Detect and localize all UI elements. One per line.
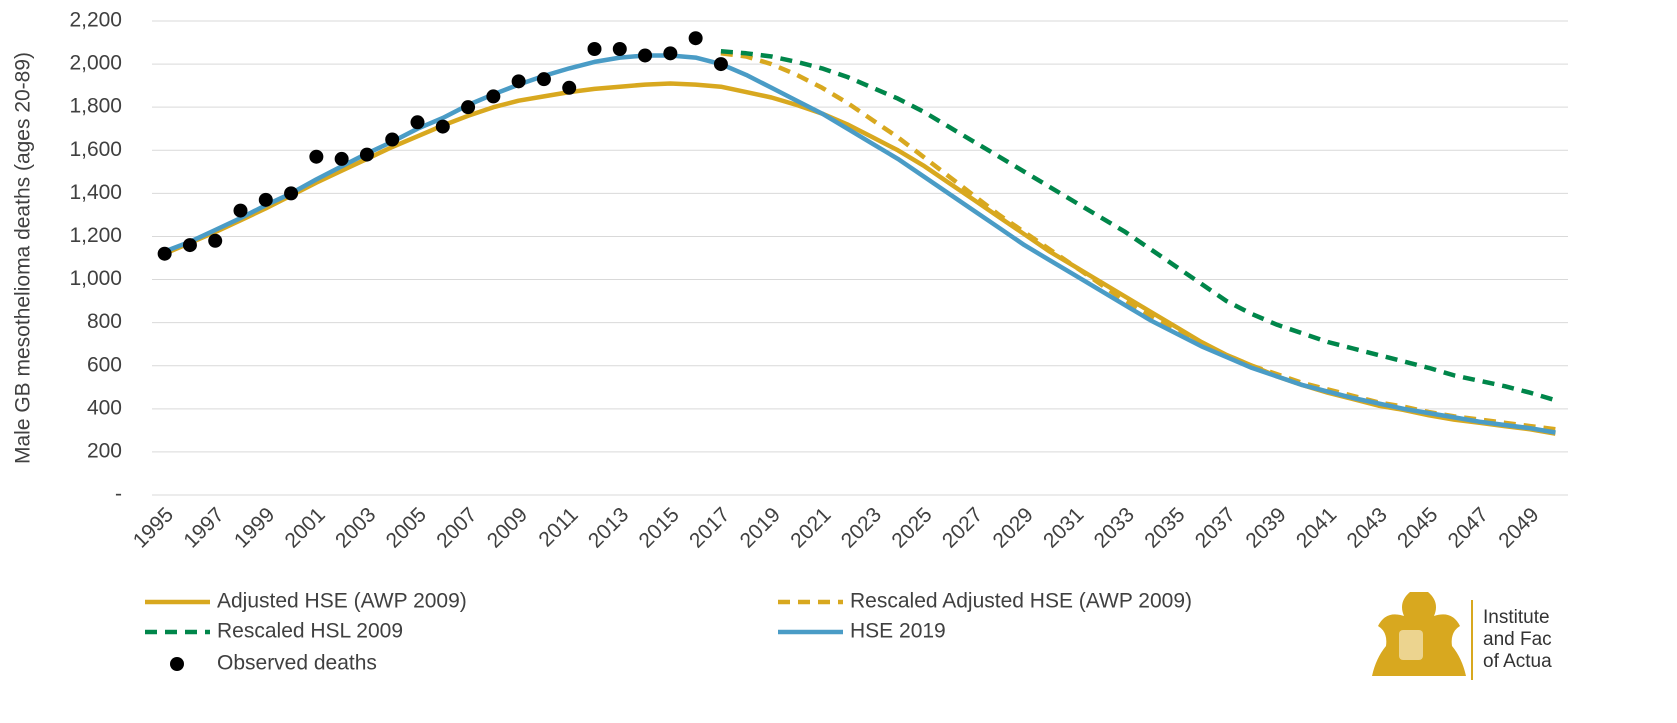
data-point xyxy=(536,72,551,87)
x-tick-label: 2007 xyxy=(432,503,481,552)
x-tick-label: 2043 xyxy=(1343,503,1392,552)
x-tick-label: 2039 xyxy=(1241,503,1290,552)
x-tick-label: 2001 xyxy=(281,503,330,552)
x-tick-label: 2045 xyxy=(1393,503,1442,552)
data-point xyxy=(334,151,349,166)
y-tick-label: 1,400 xyxy=(69,181,122,204)
data-point xyxy=(486,89,501,104)
data-point xyxy=(511,74,526,89)
x-tick-label: 1997 xyxy=(179,503,228,552)
data-point xyxy=(182,238,197,253)
x-tick-label: 2037 xyxy=(1191,503,1240,552)
data-point xyxy=(638,48,653,63)
x-tick-label: 2035 xyxy=(1140,503,1189,552)
series-line xyxy=(720,48,1557,403)
legend-swatch xyxy=(170,657,184,671)
x-tick-label: 1999 xyxy=(230,503,279,552)
y-tick-label: 2,200 xyxy=(69,9,122,32)
data-point xyxy=(612,42,627,57)
x-tick-label: 2021 xyxy=(786,503,835,552)
data-point xyxy=(359,147,374,162)
x-tick-label: 2033 xyxy=(1090,503,1139,552)
data-point xyxy=(157,246,172,261)
y-tick-label: 1,000 xyxy=(69,267,122,290)
x-tick-label: 1995 xyxy=(129,503,178,552)
data-point xyxy=(562,80,577,95)
data-point xyxy=(284,186,299,201)
data-point xyxy=(688,31,703,46)
y-tick-label: 400 xyxy=(87,396,122,419)
x-tick-label: 2015 xyxy=(635,503,684,552)
data-point xyxy=(208,233,223,248)
data-point xyxy=(461,100,476,115)
data-point xyxy=(713,57,728,72)
x-tick-label: 2009 xyxy=(483,503,532,552)
legend-label: Adjusted HSE (AWP 2009) xyxy=(217,590,467,613)
y-tick-label: 600 xyxy=(87,353,122,376)
x-tick-label: 2017 xyxy=(685,503,734,552)
legend-label: Rescaled HSL 2009 xyxy=(217,620,403,643)
y-tick-label: 1,600 xyxy=(69,138,122,161)
data-point xyxy=(587,42,602,57)
y-axis-label: Male GB mesothelioma deaths (ages 20-89) xyxy=(12,52,35,464)
logo-shield xyxy=(1399,630,1423,660)
x-tick-label: 2029 xyxy=(989,503,1038,552)
data-point xyxy=(663,46,678,61)
x-tick-label: 2047 xyxy=(1444,503,1493,552)
y-tick-label: 200 xyxy=(87,439,122,462)
x-tick-label: 2019 xyxy=(736,503,785,552)
x-tick-label: 2005 xyxy=(382,503,431,552)
logo-text: of Actua xyxy=(1483,651,1552,672)
logo-text: and Fac xyxy=(1483,629,1552,650)
x-tick-label: 2023 xyxy=(837,503,886,552)
x-tick-label: 2011 xyxy=(534,503,582,551)
x-tick-label: 2025 xyxy=(887,503,936,552)
x-tick-label: 2013 xyxy=(584,503,633,552)
data-point xyxy=(309,149,324,164)
x-tick-label: 2003 xyxy=(331,503,380,552)
y-tick-label: - xyxy=(115,483,122,506)
series-line xyxy=(163,53,1556,435)
x-tick-label: 2049 xyxy=(1494,503,1543,552)
data-point xyxy=(410,115,425,130)
data-point xyxy=(233,203,248,218)
y-tick-label: 1,200 xyxy=(69,224,122,247)
logo: Institute and Fac of Actua xyxy=(1372,592,1552,680)
legend-label: Rescaled Adjusted HSE (AWP 2009) xyxy=(850,590,1192,613)
legend-label: HSE 2019 xyxy=(850,620,946,643)
legend-label: Observed deaths xyxy=(217,652,377,675)
y-tick-label: 2,000 xyxy=(69,52,122,75)
x-tick-label: 2041 xyxy=(1292,503,1341,552)
y-tick-label: 1,800 xyxy=(69,95,122,118)
x-tick-label: 2031 xyxy=(1039,503,1088,552)
data-point xyxy=(435,119,450,134)
data-point xyxy=(258,192,273,207)
x-tick-label: 2027 xyxy=(938,503,987,552)
data-point xyxy=(385,132,400,147)
y-tick-label: 800 xyxy=(87,310,122,333)
logo-text: Institute xyxy=(1483,607,1550,628)
